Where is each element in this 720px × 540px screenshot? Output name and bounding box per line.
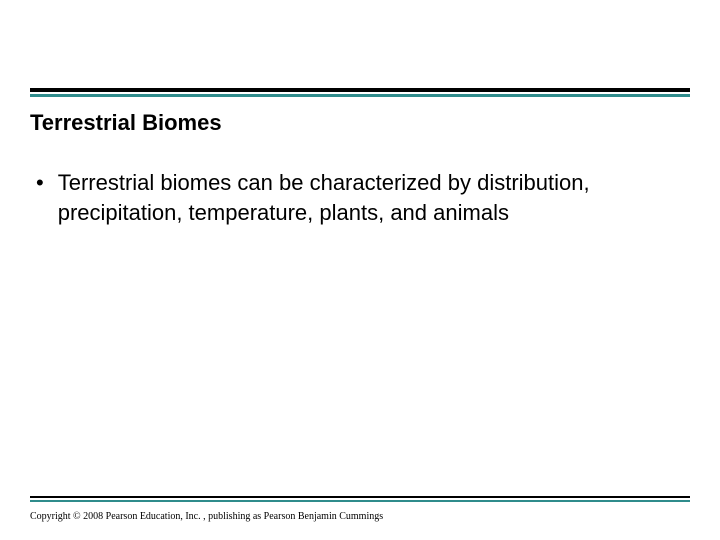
bullet-text: Terrestrial biomes can be characterized … — [58, 168, 680, 228]
bottom-horizontal-rule — [30, 496, 690, 498]
top-teal-rule — [30, 94, 690, 97]
top-horizontal-rule — [30, 88, 690, 92]
slide-title: Terrestrial Biomes — [30, 110, 222, 136]
bottom-teal-rule — [30, 500, 690, 502]
copyright-footer: Copyright © 2008 Pearson Education, Inc.… — [30, 511, 383, 522]
bullet-item: • Terrestrial biomes can be characterize… — [36, 168, 680, 228]
bullet-marker: • — [36, 168, 44, 198]
